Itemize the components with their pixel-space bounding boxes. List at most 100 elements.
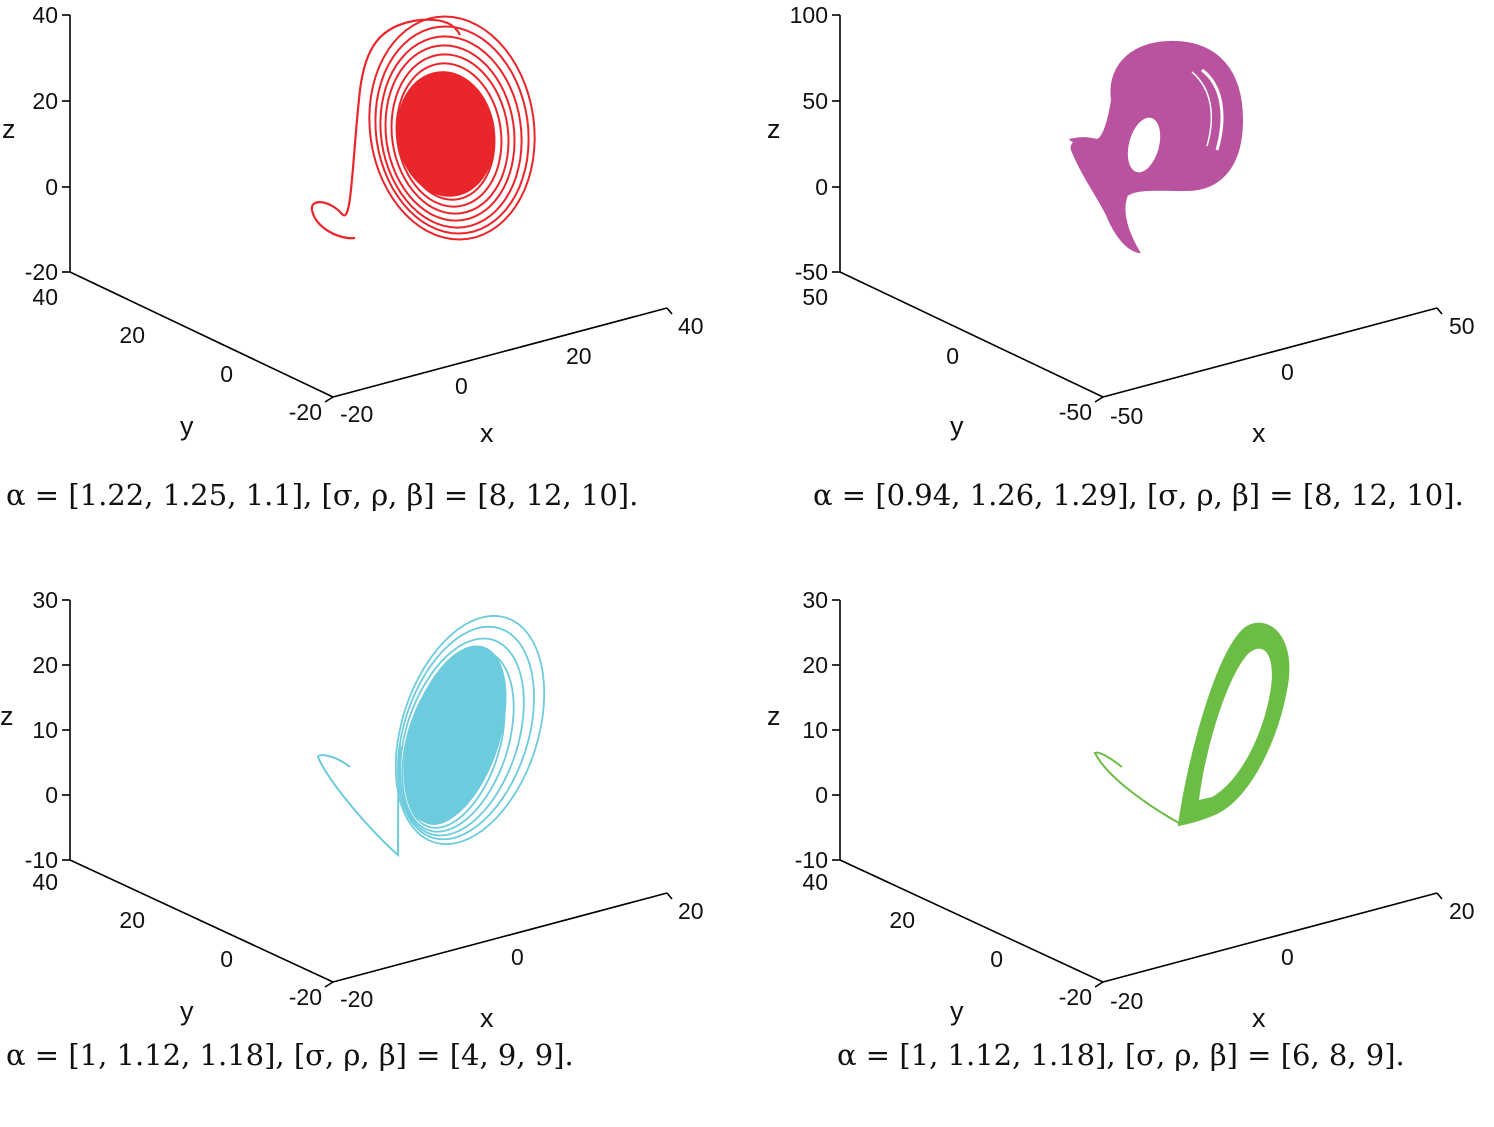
x-label-4: x (1252, 1003, 1266, 1033)
y-label-2: y (950, 411, 964, 441)
x-axis-2 (1102, 307, 1438, 398)
y-tick-4-3: 40 (802, 869, 828, 895)
y-label-1: y (180, 411, 194, 441)
trajectory-4 (1093, 622, 1290, 827)
y-label-4: y (950, 996, 964, 1026)
trajectory-1-loop-3 (384, 44, 516, 222)
y-axis-3 (69, 859, 334, 983)
z-label-2: z (767, 114, 781, 144)
z-label-1: z (2, 114, 16, 144)
axes-2 (832, 14, 1443, 403)
x-tick-3-0: -20 (340, 986, 373, 1012)
trajectory-3-core (403, 645, 507, 825)
z-tick-3-2: 10 (32, 717, 58, 743)
y-tick-4-2: 20 (889, 907, 915, 933)
y-tick-2-2: 50 (802, 284, 828, 310)
trajectory-3-loop-3 (401, 649, 515, 833)
z-tick-1-2: 20 (32, 88, 58, 114)
axes-3 (62, 599, 673, 988)
x-axis-1 (332, 307, 668, 398)
x-tick-3-2: 20 (678, 898, 704, 924)
trajectory-3-loop-1 (397, 625, 535, 841)
trajectory-1-core (396, 71, 496, 197)
y-tick-4-0: -20 (1059, 984, 1092, 1010)
trajectory-2 (1068, 40, 1244, 254)
trajectory-3 (316, 614, 546, 858)
trajectory-2-wing (1068, 137, 1125, 156)
z-tick-3-1: 0 (45, 782, 58, 808)
caption-3: α = [1, 1.12, 1.18], [σ, ρ, β] = [4, 9, … (6, 1038, 574, 1072)
z-tick-4-1: 0 (815, 782, 828, 808)
y-axis-4 (839, 859, 1104, 983)
z-tick-2-0: -50 (795, 259, 828, 285)
trajectory-1-loop-1 (374, 25, 530, 235)
trajectory-4-tail (1093, 751, 1180, 824)
x-tick-2-1: 0 (1281, 359, 1294, 385)
axes-1 (62, 14, 673, 403)
x-tick-3-1: 0 (511, 944, 524, 970)
z-tick-1-3: 40 (32, 2, 58, 28)
z-tick-3-4: 30 (32, 587, 58, 613)
trajectory-1-loop-2 (379, 35, 523, 229)
x-tick-1-0: -20 (340, 401, 373, 427)
y-axis-2 (839, 271, 1104, 398)
z-tick-4-0: -10 (795, 847, 828, 873)
z-tick-4-3: 20 (802, 652, 828, 678)
chart-panel-2: -50 0 50 100 50 0 -50 -50 0 50 z y x α =… (747, 0, 1494, 542)
trajectory-2-hole (1127, 117, 1161, 173)
trajectory-2-gap-2 (1191, 71, 1213, 147)
z-tick-4-2: 10 (802, 717, 828, 743)
x-tick-1-3: 40 (678, 313, 704, 339)
chart-3-svg: -10 0 10 20 30 40 20 0 -20 -20 0 20 z y … (0, 587, 704, 1033)
x-tick-1-1: 0 (455, 373, 468, 399)
y-axis-1 (69, 271, 334, 398)
y-tick-4-1: 0 (990, 946, 1003, 972)
x-label-2: x (1252, 418, 1266, 448)
trajectory-1-tail (310, 18, 461, 240)
x-tick-2-2: 50 (1449, 313, 1475, 339)
chart-2-svg: -50 0 50 100 50 0 -50 -50 0 50 z y x (767, 2, 1475, 448)
z-tick-3-0: -10 (25, 847, 58, 873)
trajectory-4-hole (1199, 648, 1272, 800)
chart-4-svg: -10 0 10 20 30 40 20 0 -20 -20 0 20 z y … (767, 587, 1475, 1033)
z-tick-1-0: -20 (25, 259, 58, 285)
caption-1: α = [1.22, 1.25, 1.1], [σ, ρ, β] = [8, 1… (6, 478, 639, 512)
chart-panel-3: -10 0 10 20 30 40 20 0 -20 -20 0 20 z y … (0, 585, 747, 1127)
trajectory-1-loop-5 (395, 62, 503, 208)
x-tick-4-2: 20 (1449, 898, 1475, 924)
y-tick-2-0: -50 (1059, 399, 1092, 425)
z-tick-1-1: 0 (45, 174, 58, 200)
trajectory-3-loop-0 (394, 614, 546, 846)
caption-2: α = [0.94, 1.26, 1.29], [σ, ρ, β] = [8, … (813, 478, 1464, 512)
x-tick-2-0: -50 (1110, 403, 1143, 429)
x-label-3: x (480, 1003, 494, 1033)
x-tick-4-1: 0 (1281, 944, 1294, 970)
y-tick-2-1: 0 (946, 343, 959, 369)
trajectory-1-loop-4 (390, 53, 510, 215)
z-label-4: z (767, 701, 781, 731)
trajectory-3-loop-2 (399, 637, 525, 837)
z-label-3: z (0, 701, 14, 731)
y-label-3: y (180, 996, 194, 1026)
chart-panel-4: -10 0 10 20 30 40 20 0 -20 -20 0 20 z y … (747, 585, 1494, 1127)
x-axis-3 (332, 892, 668, 983)
trajectory-3-tail (316, 744, 401, 858)
x-label-1: x (480, 418, 494, 448)
caption-4: α = [1, 1.12, 1.18], [σ, ρ, β] = [6, 8, … (837, 1038, 1405, 1072)
y-tick-3-3: 40 (32, 869, 58, 895)
x-axis-4 (1102, 892, 1438, 983)
y-tick-1-2: 20 (119, 322, 145, 348)
x-tick-1-2: 20 (566, 343, 592, 369)
axes-4 (832, 599, 1443, 988)
z-tick-2-1: 0 (815, 174, 828, 200)
z-tick-2-3: 100 (790, 2, 828, 28)
z-tick-4-4: 30 (802, 587, 828, 613)
y-tick-1-3: 40 (32, 284, 58, 310)
chart-1-svg: -20 0 20 40 40 20 0 -20 -20 0 20 40 z y … (2, 2, 704, 448)
trajectory-1-loop-0 (368, 15, 536, 241)
z-tick-3-3: 20 (32, 652, 58, 678)
trajectory-2-gap-1 (1201, 68, 1224, 151)
y-tick-1-0: -20 (289, 399, 322, 425)
y-tick-1-1: 0 (220, 361, 233, 387)
z-tick-2-2: 50 (802, 88, 828, 114)
